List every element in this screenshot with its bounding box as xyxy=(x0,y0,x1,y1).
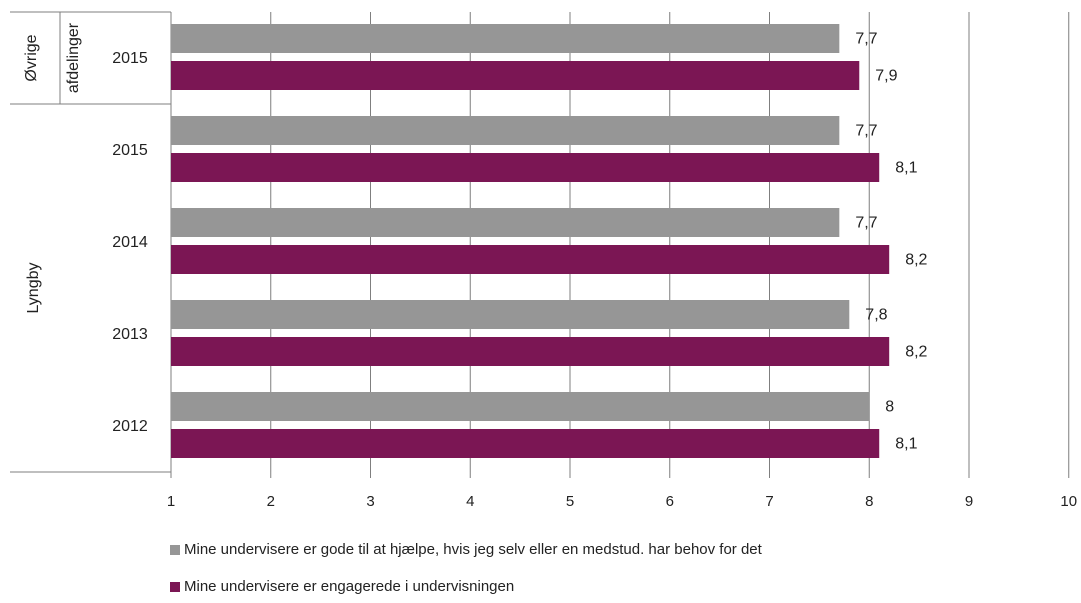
row-label: 2015 xyxy=(112,142,148,159)
bar-series-2 xyxy=(171,337,890,366)
row-label: 2014 xyxy=(112,234,148,251)
bar-series-1 xyxy=(171,208,840,237)
bar-series-2 xyxy=(171,429,880,458)
x-tick-label: 5 xyxy=(566,493,574,510)
data-label-series-1: 7,8 xyxy=(865,307,887,324)
bar-series-2 xyxy=(171,245,890,274)
bar-series-2 xyxy=(171,153,880,182)
x-tick-label: 6 xyxy=(666,493,674,510)
row-label: 2013 xyxy=(112,326,148,343)
legend-item-1: Mine undervisere er gode til at hjælpe, … xyxy=(170,541,762,558)
bar-series-1 xyxy=(171,300,850,329)
group-label-ovrige-line-2: afdelinger xyxy=(65,22,82,93)
legend-swatch-2 xyxy=(170,581,180,592)
group-label-lyngby: Lyngby xyxy=(25,263,42,314)
x-tick-label: 10 xyxy=(1060,493,1077,510)
data-label-series-1: 7,7 xyxy=(855,123,877,140)
x-tick-label: 8 xyxy=(865,493,873,510)
data-label-series-2: 8,2 xyxy=(905,344,927,361)
group-label-ovrige-line-1: Øvrige xyxy=(23,34,40,81)
data-label-series-2: 8,1 xyxy=(895,436,917,453)
x-tick-label: 3 xyxy=(366,493,374,510)
x-tick-label: 4 xyxy=(466,493,474,510)
legend-swatch-1 xyxy=(170,544,180,555)
x-tick-label: 2 xyxy=(267,493,275,510)
legend-label-2: Mine undervisere er engagerede i undervi… xyxy=(184,578,515,595)
data-label-series-1: 7,7 xyxy=(855,31,877,48)
bar-series-1 xyxy=(171,24,840,53)
bar-series-2 xyxy=(171,61,860,90)
x-tick-label: 7 xyxy=(765,493,773,510)
data-label-series-1: 7,7 xyxy=(855,215,877,232)
data-label-series-1: 8 xyxy=(885,399,894,416)
row-label: 2012 xyxy=(112,418,148,435)
data-label-series-2: 7,9 xyxy=(875,68,897,85)
data-label-series-2: 8,2 xyxy=(905,252,927,269)
bar-series-1 xyxy=(171,116,840,145)
legend-item-2: Mine undervisere er engagerede i undervi… xyxy=(170,578,514,595)
row-label: 2015 xyxy=(112,50,148,67)
x-tick-label: 1 xyxy=(167,493,175,510)
legend-label-1: Mine undervisere er gode til at hjælpe, … xyxy=(184,541,762,558)
bar-series-1 xyxy=(171,392,870,421)
data-label-series-2: 8,1 xyxy=(895,160,917,177)
x-tick-label: 9 xyxy=(965,493,973,510)
